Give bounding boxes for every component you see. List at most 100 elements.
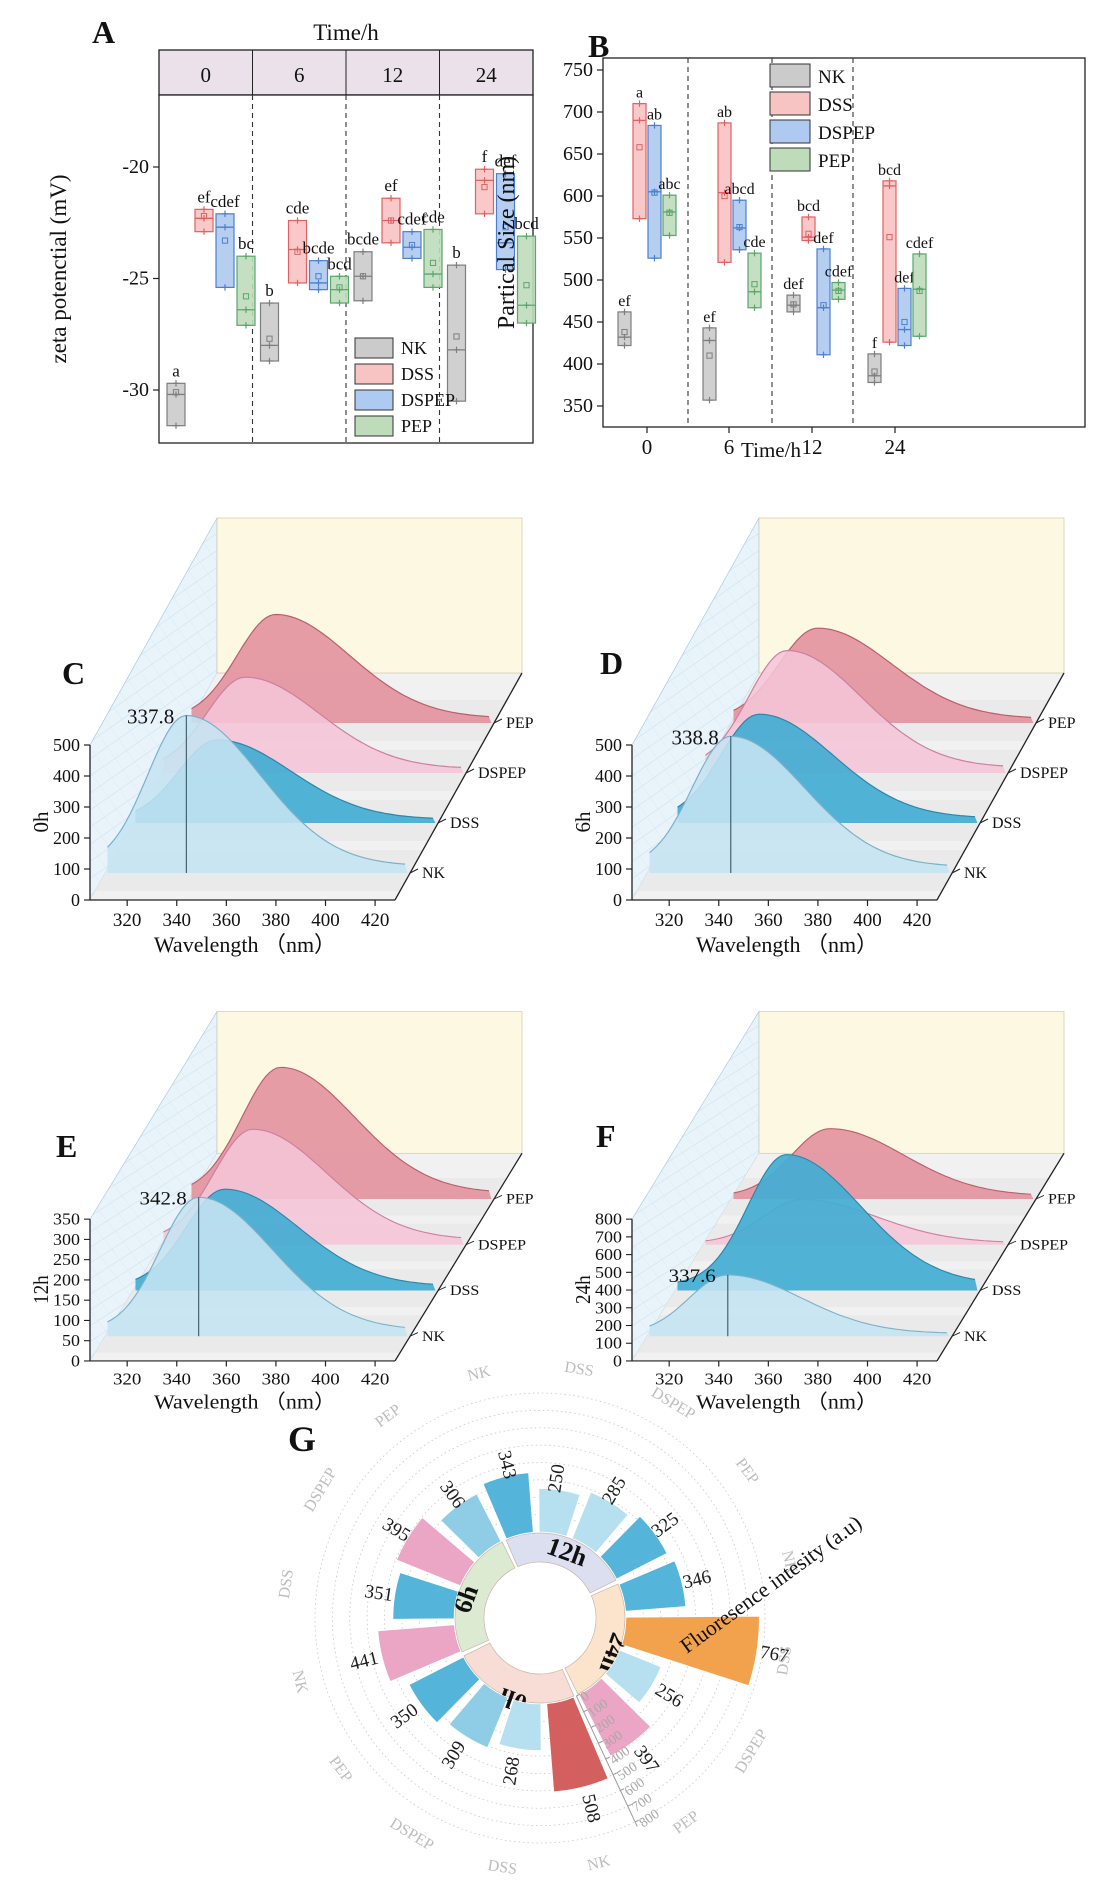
svg-text:320: 320 — [655, 1369, 683, 1388]
svg-text:PEP: PEP — [1048, 1191, 1076, 1207]
svg-text:DSS: DSS — [401, 364, 434, 384]
svg-text:PEP: PEP — [670, 1808, 702, 1838]
svg-text:6: 6 — [294, 63, 305, 87]
svg-text:DSS: DSS — [450, 815, 479, 832]
svg-text:DSPEP: DSPEP — [732, 1726, 771, 1776]
svg-text:bcd: bcd — [327, 254, 352, 273]
svg-text:Time/h: Time/h — [741, 438, 801, 462]
svg-text:cde: cde — [421, 207, 445, 226]
svg-text:250: 250 — [544, 1463, 569, 1494]
svg-text:700: 700 — [595, 1228, 622, 1246]
svg-text:bcd: bcd — [514, 214, 539, 233]
svg-text:-25: -25 — [122, 268, 149, 290]
svg-text:DSS: DSS — [563, 1359, 595, 1380]
svg-text:DSS: DSS — [774, 1645, 795, 1677]
svg-text:268: 268 — [499, 1755, 524, 1786]
svg-text:250: 250 — [53, 1251, 80, 1269]
svg-text:bcd: bcd — [797, 198, 820, 215]
svg-text:12: 12 — [382, 63, 403, 87]
svg-text:abc: abc — [658, 176, 680, 193]
svg-text:320: 320 — [113, 910, 142, 931]
svg-text:767: 767 — [759, 1642, 790, 1667]
svg-text:338.8: 338.8 — [672, 725, 719, 749]
svg-text:0: 0 — [71, 1352, 80, 1370]
svg-text:0: 0 — [71, 890, 80, 910]
svg-text:342.8: 342.8 — [139, 1188, 186, 1209]
svg-text:def: def — [813, 230, 834, 247]
svg-text:DSPEP: DSPEP — [1020, 1237, 1068, 1253]
svg-text:337.8: 337.8 — [127, 705, 174, 729]
svg-text:380: 380 — [804, 1369, 832, 1388]
panel-f-letter: F — [596, 1118, 616, 1154]
svg-text:256: 256 — [651, 1679, 686, 1712]
svg-text:300: 300 — [595, 797, 622, 817]
svg-text:550: 550 — [563, 227, 593, 249]
svg-text:def: def — [894, 269, 915, 286]
panel-a-zeta-potential-boxplot: Time/h 0 6 12 24 -20 -25 -30 zeta potenctial (mV… — [46, 20, 539, 444]
svg-text:500: 500 — [595, 1263, 622, 1281]
svg-text:Wavelength （nm）: Wavelength （nm） — [154, 1390, 336, 1413]
svg-text:0: 0 — [642, 435, 653, 459]
svg-text:420: 420 — [903, 910, 932, 931]
svg-text:6h: 6h — [571, 811, 595, 833]
svg-text:ef: ef — [197, 187, 211, 206]
svg-text:bcde: bcde — [302, 239, 334, 258]
svg-text:800: 800 — [595, 1210, 622, 1228]
svg-text:ab: ab — [717, 104, 732, 121]
svg-text:bcd: bcd — [878, 162, 901, 179]
svg-text:24h: 24h — [572, 1275, 595, 1304]
svg-text:337.6: 337.6 — [669, 1266, 716, 1287]
svg-text:343: 343 — [493, 1448, 520, 1481]
svg-text:300: 300 — [53, 1231, 80, 1249]
svg-text:-30: -30 — [122, 379, 149, 401]
svg-text:380: 380 — [804, 910, 833, 931]
svg-text:PEP: PEP — [1048, 715, 1076, 732]
svg-text:150: 150 — [53, 1291, 80, 1309]
svg-text:DSS: DSS — [450, 1283, 479, 1299]
svg-text:380: 380 — [262, 910, 291, 931]
svg-text:NK: NK — [964, 865, 988, 882]
svg-text:380: 380 — [262, 1369, 290, 1388]
svg-text:DSS: DSS — [992, 815, 1021, 832]
svg-text:100: 100 — [595, 1334, 622, 1352]
svg-text:ef: ef — [703, 309, 716, 326]
svg-text:Wavelength （nm）: Wavelength （nm） — [154, 932, 336, 957]
panel-e-letter: E — [56, 1128, 78, 1164]
svg-text:NK: NK — [586, 1852, 613, 1874]
svg-text:PEP: PEP — [325, 1753, 355, 1785]
svg-text:400: 400 — [311, 1369, 339, 1388]
svg-text:340: 340 — [163, 910, 192, 931]
svg-text:500: 500 — [53, 735, 80, 755]
svg-text:500: 500 — [563, 269, 593, 291]
svg-text:b: b — [452, 243, 461, 262]
svg-text:12h: 12h — [30, 1275, 53, 1304]
svg-text:zeta potenctial (mV): zeta potenctial (mV) — [46, 174, 71, 363]
svg-text:DSPEP: DSPEP — [648, 1384, 698, 1423]
svg-text:450: 450 — [563, 311, 593, 333]
svg-text:400: 400 — [853, 1369, 881, 1388]
svg-text:ef: ef — [384, 176, 398, 195]
svg-text:b: b — [265, 281, 274, 300]
svg-text:600: 600 — [595, 1246, 622, 1264]
svg-text:NK: NK — [422, 865, 446, 882]
svg-text:400: 400 — [563, 353, 593, 375]
svg-text:400: 400 — [595, 766, 622, 786]
svg-text:360: 360 — [754, 1369, 782, 1388]
svg-text:320: 320 — [113, 1369, 141, 1388]
svg-text:400: 400 — [53, 766, 80, 786]
svg-text:f: f — [482, 147, 488, 166]
svg-text:50: 50 — [62, 1332, 80, 1350]
svg-text:350: 350 — [563, 395, 593, 417]
svg-text:340: 340 — [705, 910, 734, 931]
panel-a-letter: A — [92, 14, 116, 50]
svg-text:cdef: cdef — [397, 210, 427, 229]
svg-text:Wavelength （nm）: Wavelength （nm） — [696, 932, 878, 957]
svg-text:cdef: cdef — [825, 264, 853, 281]
svg-text:cdef: cdef — [906, 235, 934, 252]
svg-text:bcde: bcde — [347, 230, 379, 249]
svg-text:200: 200 — [595, 1317, 622, 1335]
svg-text:400: 400 — [853, 910, 882, 931]
svg-text:350: 350 — [53, 1210, 80, 1228]
